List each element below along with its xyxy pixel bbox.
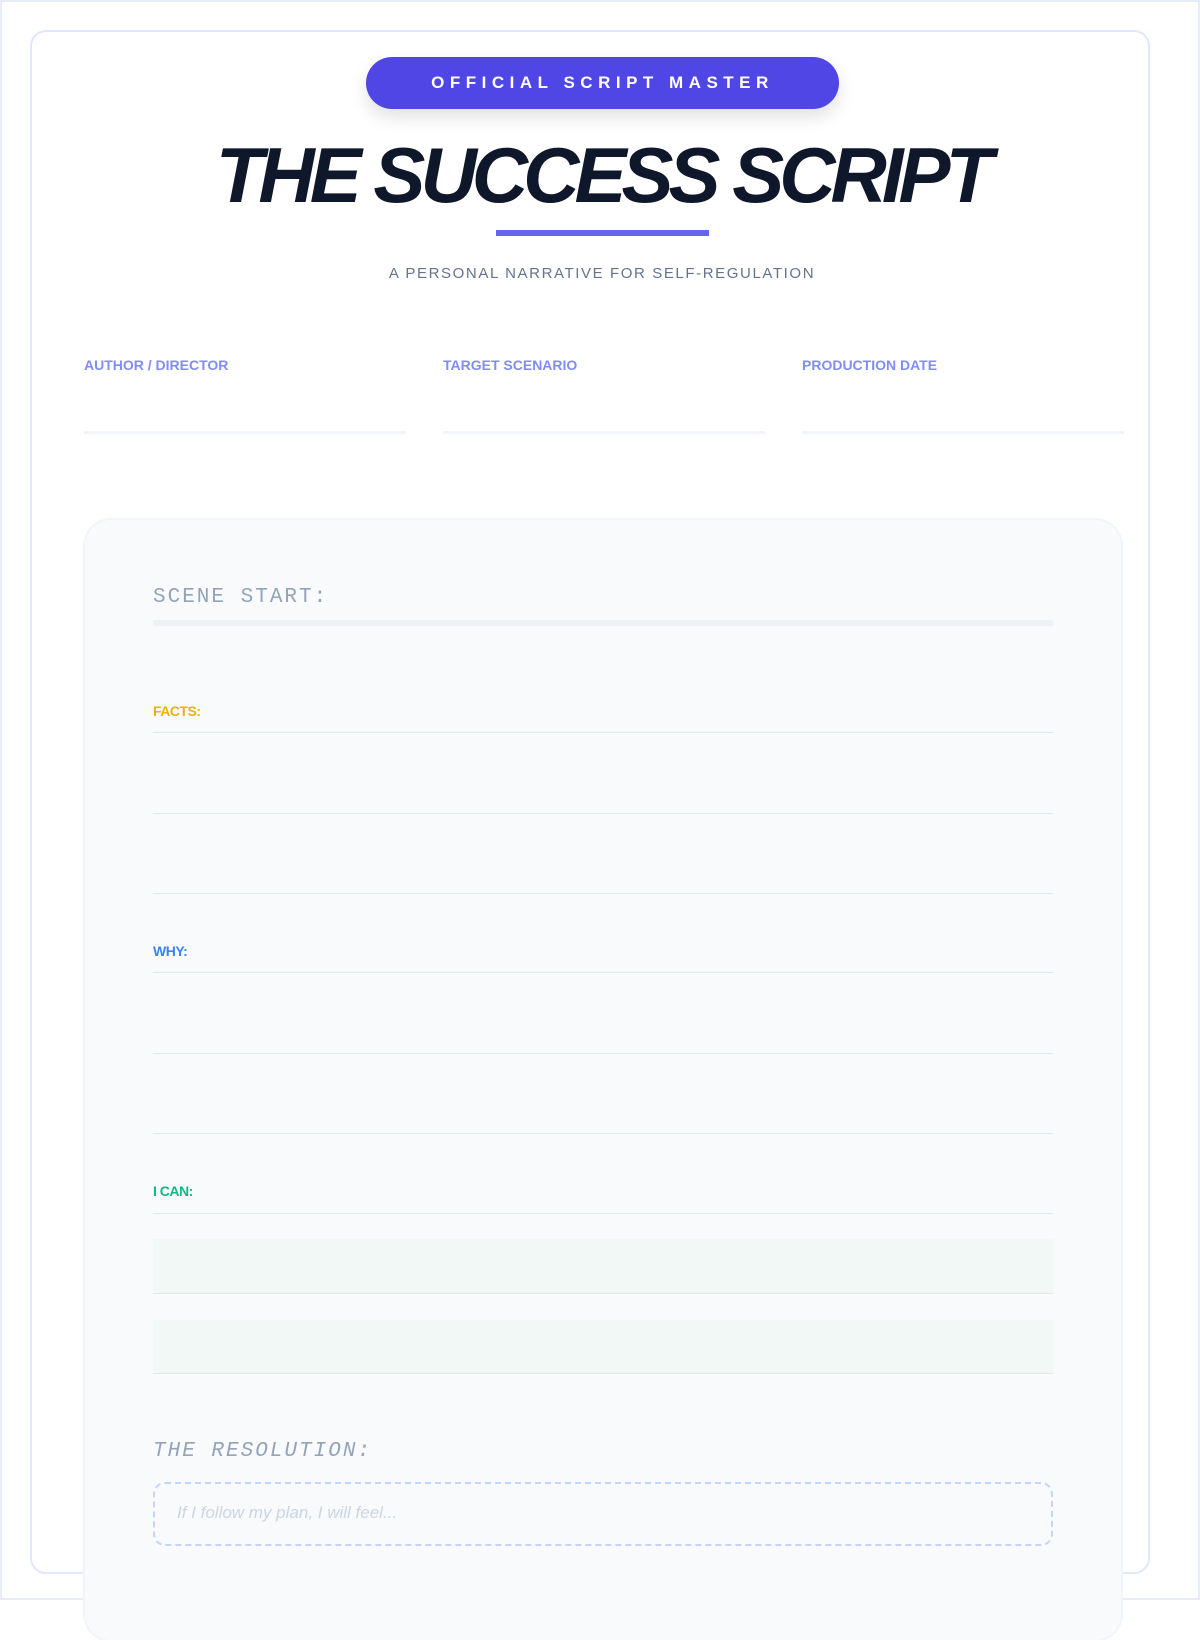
why-line[interactable] <box>153 972 1053 973</box>
i-can-line[interactable] <box>153 1293 1053 1294</box>
author-field-group: AUTHOR / DIRECTOR <box>84 357 406 434</box>
scenario-label: TARGET SCENARIO <box>443 357 578 373</box>
author-label: AUTHOR / DIRECTOR <box>84 357 229 373</box>
scene-start-input[interactable] <box>153 620 1053 626</box>
author-input[interactable] <box>84 387 406 434</box>
why-line[interactable] <box>153 1133 1053 1134</box>
i-can-row[interactable] <box>153 1239 1053 1293</box>
resolution-input[interactable]: If I follow my plan, I will feel... <box>153 1482 1053 1546</box>
scene-start-label: SCENE START: <box>153 586 329 609</box>
scenario-input[interactable] <box>443 387 765 434</box>
facts-label: FACTS: <box>153 703 201 719</box>
scenario-field-group: TARGET SCENARIO <box>443 357 765 434</box>
date-input[interactable] <box>802 387 1124 434</box>
i-can-label: I CAN: <box>153 1183 193 1199</box>
facts-line[interactable] <box>153 732 1053 733</box>
date-label: PRODUCTION DATE <box>802 357 938 373</box>
facts-line[interactable] <box>153 893 1053 894</box>
i-can-row[interactable] <box>153 1320 1053 1373</box>
i-can-line[interactable] <box>153 1213 1053 1214</box>
script-panel <box>85 520 1121 1640</box>
page-title: THE SUCCESS SCRIPT <box>215 131 993 219</box>
page-subtitle: A PERSONAL NARRATIVE FOR SELF-REGULATION <box>388 265 816 282</box>
why-line[interactable] <box>153 1053 1053 1054</box>
date-field-group: PRODUCTION DATE <box>802 357 1124 434</box>
title-underline <box>496 230 709 236</box>
official-badge: OFFICIAL SCRIPT MASTER <box>366 57 839 109</box>
facts-line[interactable] <box>153 813 1053 814</box>
resolution-label: THE RESOLUTION: <box>153 1440 373 1463</box>
why-label: WHY: <box>153 943 188 959</box>
i-can-line[interactable] <box>153 1373 1053 1374</box>
